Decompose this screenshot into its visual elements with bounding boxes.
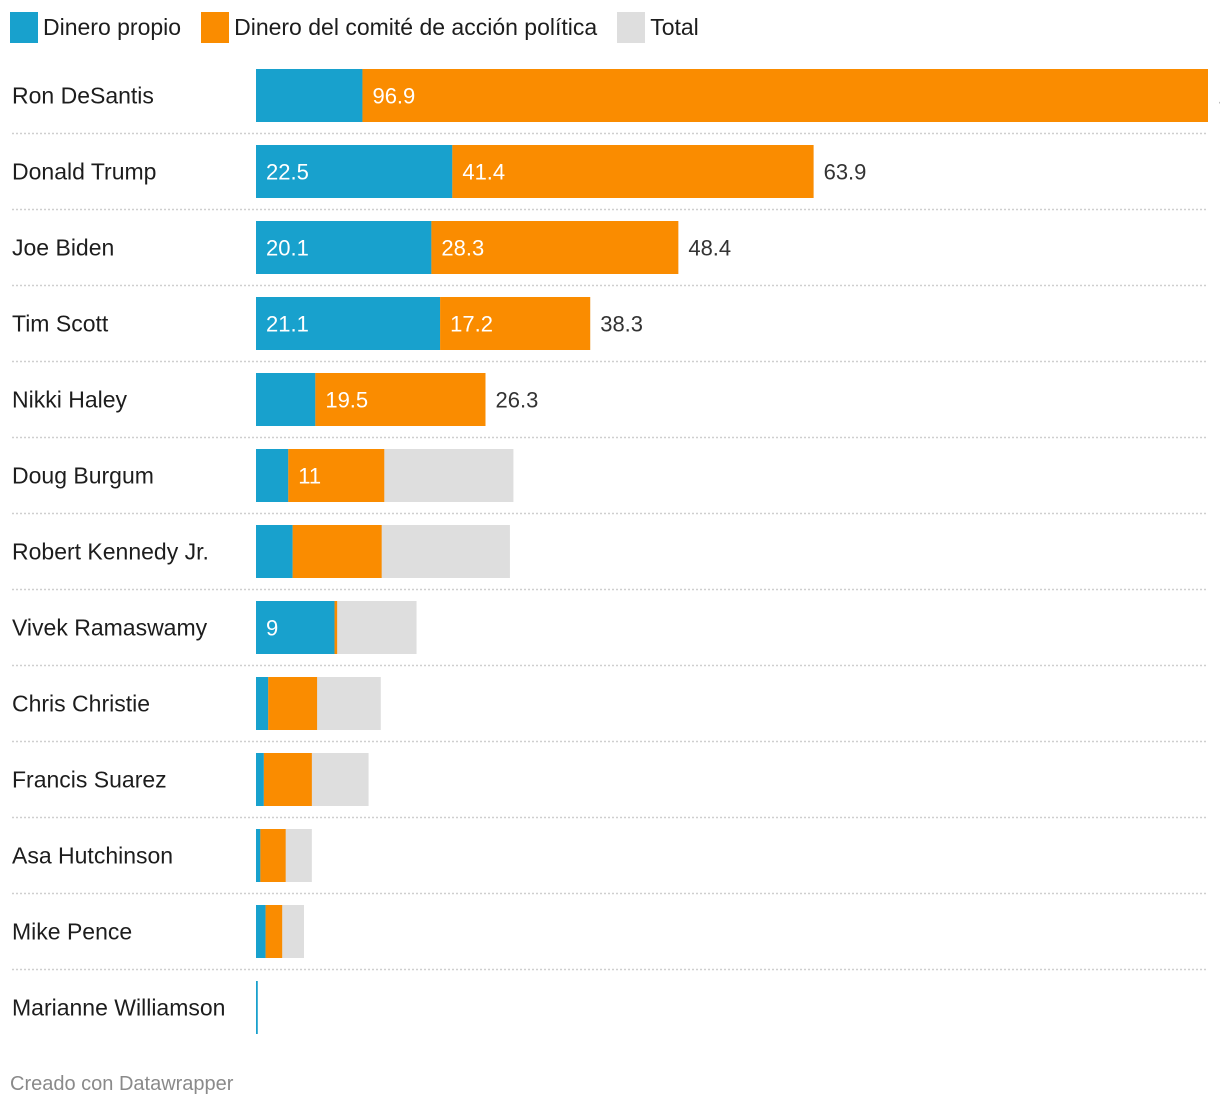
bar-pac-mike-pence xyxy=(265,905,283,958)
value-label-pac-doug-burgum: 11 xyxy=(298,464,321,489)
value-label-pac-tim-scott: 17.2 xyxy=(450,312,493,337)
bar-own-joe-biden xyxy=(256,221,432,274)
legend-item-pac-money: Dinero del comité de acción política xyxy=(201,11,598,43)
legend-swatch-pac-money xyxy=(201,11,230,43)
bar-pac-francis-suarez xyxy=(263,753,312,806)
bar-pac-asa-hutchinson xyxy=(260,829,286,882)
row-label-chris-christie: Chris Christie xyxy=(12,691,150,717)
legend-swatch-total xyxy=(617,11,646,43)
value-label-pac-nikki-haley: 19.5 xyxy=(325,388,368,413)
legend-item-own-money: Dinero propio xyxy=(10,11,182,43)
bar-own-tim-scott xyxy=(256,297,441,350)
legend-label-total: Total xyxy=(650,13,699,40)
bar-own-doug-burgum xyxy=(256,449,289,502)
bar-own-vivek-ramaswamy xyxy=(256,601,335,654)
row-label-joe-biden: Joe Biden xyxy=(12,235,114,261)
value-label-own-joe-biden: 20.1 xyxy=(266,236,309,261)
bar-own-robert-kennedy-jr xyxy=(256,525,293,578)
row-label-nikki-haley: Nikki Haley xyxy=(12,387,128,413)
bar-pac-doug-burgum xyxy=(288,449,385,502)
bar-own-asa-hutchinson xyxy=(256,829,261,882)
bar-own-nikki-haley xyxy=(256,373,316,426)
legend-item-total: Total xyxy=(617,11,699,43)
bar-own-ron-desantis xyxy=(256,69,363,122)
row-label-mike-pence: Mike Pence xyxy=(12,919,132,945)
row-label-asa-hutchinson: Asa Hutchinson xyxy=(12,843,173,869)
value-label-own-vivek-ramaswamy: 9 xyxy=(266,616,278,641)
row-label-vivek-ramaswamy: Vivek Ramaswamy xyxy=(12,615,208,641)
bar-pac-chris-christie xyxy=(268,677,318,730)
value-label-pac-joe-biden: 28.3 xyxy=(441,236,484,261)
row-label-francis-suarez: Francis Suarez xyxy=(12,767,167,793)
bar-own-chris-christie xyxy=(256,677,269,730)
value-label-total-tim-scott: 38.3 xyxy=(600,312,643,337)
bar-pac-ron-desantis xyxy=(362,69,1209,122)
value-label-total-joe-biden: 48.4 xyxy=(688,236,731,261)
value-label-own-donald-trump: 22.5 xyxy=(266,160,309,185)
value-label-total-ron-desantis: 109.1 xyxy=(1218,84,1220,109)
row-label-marianne-williamson: Marianne Williamson xyxy=(12,995,225,1021)
value-label-own-tim-scott: 21.1 xyxy=(266,312,309,337)
legend: Dinero propio Dinero del comité de acció… xyxy=(10,11,719,43)
value-label-total-donald-trump: 63.9 xyxy=(824,160,867,185)
bar-pac-joe-biden xyxy=(431,221,679,274)
row-label-donald-trump: Donald Trump xyxy=(12,159,156,185)
stacked-bar-chart: Ron DeSantis 96.9 109.1 Donald Trump 22.5 41.… xyxy=(12,69,1220,1034)
bar-own-donald-trump xyxy=(256,145,453,198)
row-label-tim-scott: Tim Scott xyxy=(12,311,109,337)
bar-pac-nikki-haley xyxy=(315,373,486,426)
legend-label-own-money: Dinero propio xyxy=(43,13,182,40)
footer-credit: Creado con Datawrapper xyxy=(10,1073,234,1095)
bar-own-francis-suarez xyxy=(256,753,264,806)
bar-pac-robert-kennedy-jr xyxy=(292,525,382,578)
row-label-robert-kennedy-jr: Robert Kennedy Jr. xyxy=(12,539,209,565)
row-label-doug-burgum: Doug Burgum xyxy=(12,463,154,489)
value-label-total-nikki-haley: 26.3 xyxy=(495,388,538,413)
value-label-pac-ron-desantis: 96.9 xyxy=(372,84,415,109)
bar-pac-donald-trump xyxy=(452,145,814,198)
legend-swatch-own-money xyxy=(10,11,38,43)
legend-label-pac-money: Dinero del comité de acción política xyxy=(234,13,598,40)
row-label-ron-desantis: Ron DeSantis xyxy=(12,83,154,109)
value-label-pac-donald-trump: 41.4 xyxy=(462,160,505,185)
bar-pac-vivek-ramaswamy xyxy=(334,601,338,654)
bar-own-mike-pence xyxy=(256,905,266,958)
bar-own-marianne-williamson xyxy=(256,981,258,1034)
bar-pac-tim-scott xyxy=(440,297,591,350)
